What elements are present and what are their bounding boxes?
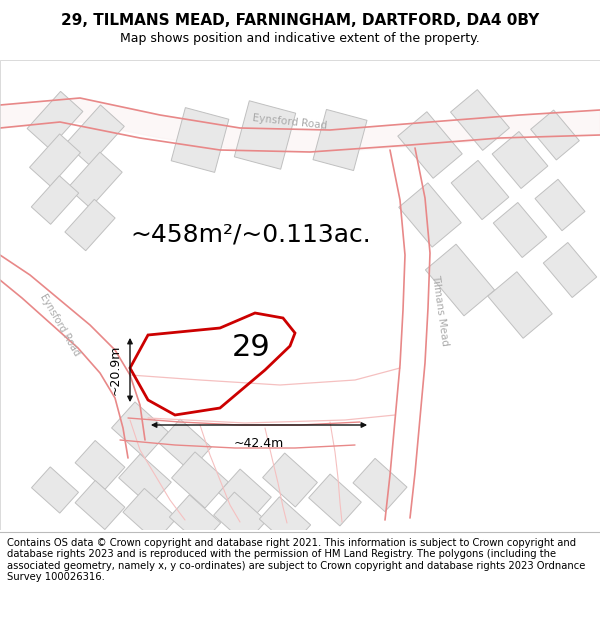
Polygon shape: [65, 199, 115, 251]
Polygon shape: [259, 497, 311, 548]
Polygon shape: [313, 109, 367, 171]
Polygon shape: [488, 272, 552, 338]
Polygon shape: [75, 441, 125, 489]
Polygon shape: [123, 488, 177, 542]
Polygon shape: [451, 161, 509, 219]
Text: 29, TILMANS MEAD, FARNINGHAM, DARTFORD, DA4 0BY: 29, TILMANS MEAD, FARNINGHAM, DARTFORD, …: [61, 13, 539, 28]
Polygon shape: [31, 176, 79, 224]
Polygon shape: [29, 134, 80, 186]
Text: Eynsford Road: Eynsford Road: [38, 292, 82, 358]
Polygon shape: [535, 179, 585, 231]
Text: ~458m²/~0.113ac.: ~458m²/~0.113ac.: [130, 223, 371, 247]
Text: Tilmans Mead: Tilmans Mead: [430, 274, 450, 346]
Polygon shape: [398, 112, 462, 178]
Polygon shape: [112, 402, 169, 458]
Polygon shape: [68, 152, 122, 208]
Polygon shape: [27, 91, 83, 149]
Polygon shape: [75, 481, 125, 529]
Polygon shape: [493, 202, 547, 258]
Polygon shape: [353, 458, 407, 512]
Polygon shape: [66, 105, 124, 165]
Text: Map shows position and indicative extent of the property.: Map shows position and indicative extent…: [120, 32, 480, 45]
Polygon shape: [492, 131, 548, 189]
Polygon shape: [451, 89, 509, 151]
Polygon shape: [172, 452, 229, 508]
Text: 29: 29: [232, 333, 270, 362]
Polygon shape: [263, 453, 317, 507]
Polygon shape: [158, 419, 211, 471]
Polygon shape: [399, 183, 461, 247]
Text: Contains OS data © Crown copyright and database right 2021. This information is : Contains OS data © Crown copyright and d…: [7, 538, 586, 582]
Polygon shape: [171, 107, 229, 172]
Polygon shape: [235, 101, 296, 169]
Polygon shape: [119, 454, 172, 506]
Polygon shape: [308, 474, 361, 526]
Polygon shape: [425, 244, 494, 316]
Polygon shape: [214, 492, 266, 544]
Polygon shape: [530, 110, 580, 160]
Text: ~20.9m: ~20.9m: [109, 345, 122, 395]
Polygon shape: [218, 469, 271, 521]
Polygon shape: [32, 467, 79, 513]
Text: Eynsford Road: Eynsford Road: [252, 113, 328, 131]
Polygon shape: [543, 242, 597, 298]
Text: ~42.4m: ~42.4m: [234, 437, 284, 450]
Polygon shape: [169, 495, 221, 545]
